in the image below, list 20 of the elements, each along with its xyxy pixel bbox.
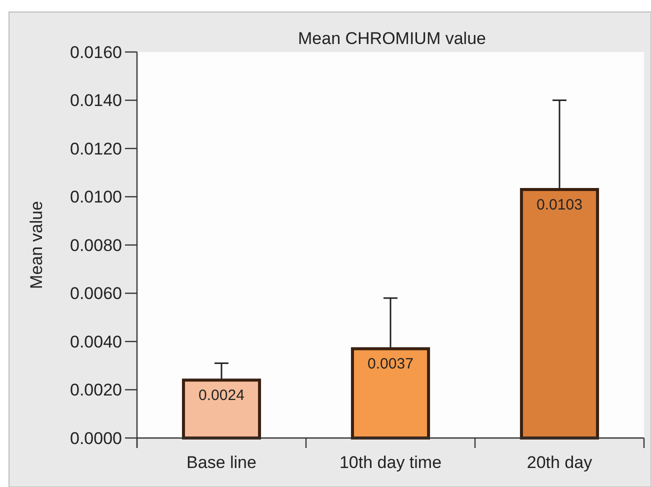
- y-tick-label: 0.0140: [70, 91, 122, 110]
- y-tick-label: 0.0040: [70, 332, 122, 352]
- data-label: 0.0024: [198, 387, 244, 404]
- data-label: 0.0103: [536, 196, 582, 214]
- y-tick-label: 0.0020: [70, 380, 122, 400]
- bar: [182, 378, 262, 440]
- chart-title: Mean CHROMIUM value: [298, 29, 486, 48]
- bar: [520, 188, 600, 440]
- y-tick-label: 0.0100: [70, 188, 122, 207]
- x-tick-label: 20th day: [526, 453, 593, 472]
- bar: [350, 347, 430, 440]
- data-label: 0.0037: [368, 356, 414, 373]
- y-tick-label: 0.0120: [70, 139, 122, 158]
- x-tick-label: Base line: [186, 453, 256, 472]
- y-tick-label: 0.0060: [70, 284, 122, 304]
- y-tick-label: 0.0000: [70, 428, 122, 448]
- y-tick-label: 0.0080: [70, 236, 122, 255]
- x-tick-label: 10th day time: [339, 453, 442, 472]
- y-axis-title: Mean value: [27, 201, 46, 289]
- y-tick-label: 0.0160: [70, 42, 122, 62]
